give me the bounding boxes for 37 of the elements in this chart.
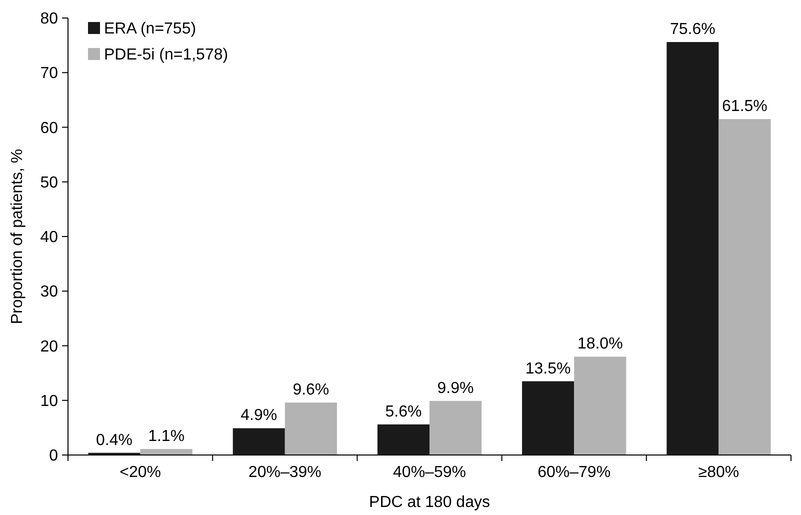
y-tick-label: 40 bbox=[40, 229, 58, 246]
data-label: 9.6% bbox=[292, 382, 330, 399]
y-tick-label: 30 bbox=[40, 284, 58, 301]
y-tick-label: 0 bbox=[49, 448, 58, 465]
bar bbox=[232, 428, 285, 455]
x-tick-label: <20% bbox=[120, 464, 161, 481]
y-tick-label: 50 bbox=[40, 174, 58, 192]
bar bbox=[377, 424, 430, 455]
data-label: 75.6% bbox=[670, 21, 716, 38]
data-label: 9.9% bbox=[437, 380, 474, 397]
bar bbox=[666, 42, 719, 455]
legend-label: ERA (n=755) bbox=[104, 20, 196, 38]
legend-label: PDE-5i (n=1,578) bbox=[104, 46, 228, 64]
x-tick-label: 40%–59% bbox=[393, 464, 466, 481]
x-tick-label: 20%–39% bbox=[248, 464, 322, 481]
y-axis-title: Proportion of patients, % bbox=[9, 148, 26, 324]
y-tick-label: 10 bbox=[40, 392, 58, 410]
data-label: 5.6% bbox=[385, 403, 422, 420]
data-label: 18.0% bbox=[577, 336, 623, 353]
bar bbox=[140, 448, 192, 455]
x-axis-title: PDC at 180 days bbox=[369, 494, 490, 511]
bar bbox=[522, 381, 574, 455]
bar bbox=[430, 400, 482, 455]
bar bbox=[284, 402, 337, 455]
y-tick-label: 20 bbox=[40, 338, 58, 356]
data-label: 1.1% bbox=[148, 428, 185, 445]
data-label: 61.5% bbox=[722, 98, 768, 116]
data-label: 13.5% bbox=[525, 360, 571, 378]
y-tick-label: 70 bbox=[40, 65, 58, 82]
data-label: 4.9% bbox=[240, 407, 278, 424]
bar bbox=[718, 119, 771, 455]
x-tick-label: 60%–79% bbox=[538, 464, 611, 481]
data-label: 0.4% bbox=[96, 432, 133, 449]
y-tick-label: 60 bbox=[40, 120, 58, 137]
x-tick-label: ≥80% bbox=[698, 464, 740, 481]
y-tick-label: 80 bbox=[40, 10, 58, 28]
bar bbox=[574, 356, 626, 455]
